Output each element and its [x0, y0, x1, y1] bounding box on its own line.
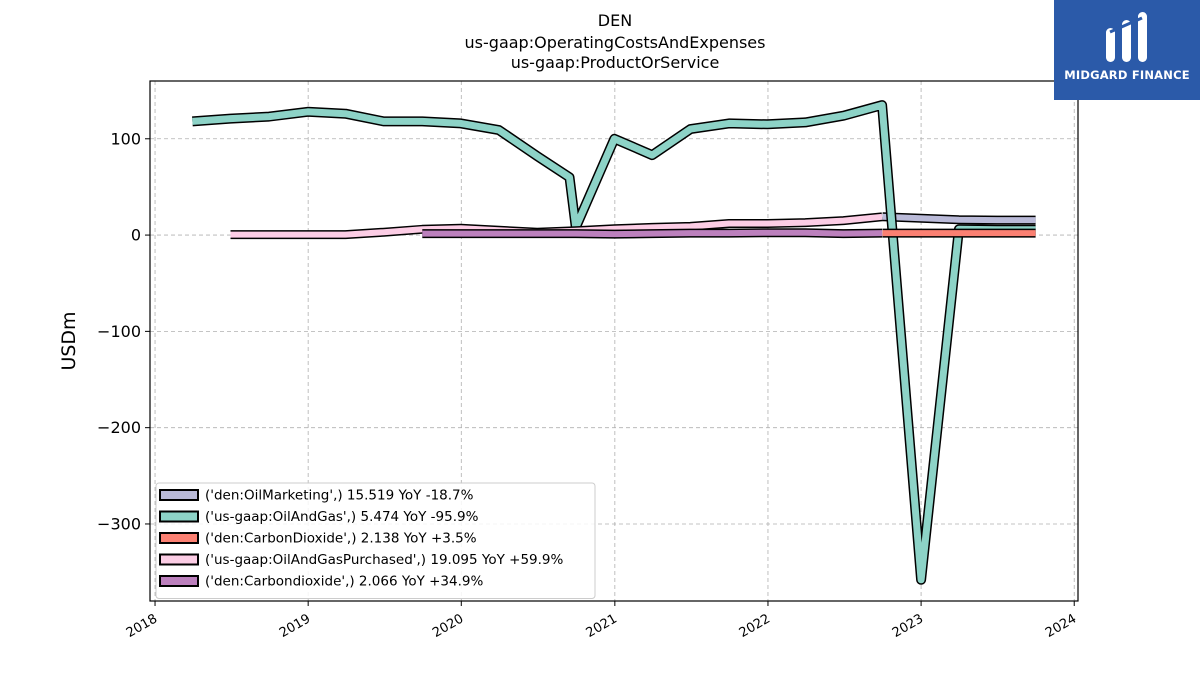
x-tick-label: 2018 [124, 611, 160, 641]
legend-entry: ('den:OilMarketing',) 15.519 YoY -18.7% [159, 488, 474, 504]
series-4 [422, 228, 883, 239]
plot-series [192, 100, 1036, 585]
brand-logo-text: MIDGARD FINANCE [1064, 68, 1190, 82]
series-line [422, 229, 883, 238]
y-tick-label: −200 [97, 418, 141, 437]
x-tick-label: 2023 [890, 611, 926, 641]
y-tick-label: 0 [131, 226, 141, 245]
series-1 [192, 100, 1036, 585]
legend-entry: ('us-gaap:OilAndGas',) 5.474 YoY -95.9% [159, 509, 479, 525]
plot-area-frame [149, 80, 1079, 602]
brand-logo: MIDGARD FINANCE [1054, 0, 1200, 100]
legend-swatch [159, 532, 199, 544]
legend-label: ('den:OilMarketing',) 15.519 YoY -18.7% [205, 488, 474, 504]
legend-label: ('us-gaap:OilAndGas',) 5.474 YoY -95.9% [205, 509, 479, 525]
y-tick-label: −100 [97, 322, 141, 341]
legend-box [155, 482, 596, 599]
legend-swatch [159, 510, 199, 523]
legend-swatch [159, 489, 199, 501]
legend-swatch [159, 553, 199, 566]
legend-entry: ('den:CarbonDioxide',) 2.138 YoY +3.5% [159, 531, 477, 547]
x-tick-label: 2024 [1043, 611, 1079, 641]
legend-swatch [159, 575, 199, 587]
legend-label: ('us-gaap:OilAndGasPurchased',) 19.095 Y… [205, 552, 564, 568]
chart-title-line-2: us-gaap:OperatingCostsAndExpenses [465, 33, 766, 52]
series-line [882, 213, 1036, 224]
chart-title: DEN us-gaap:OperatingCostsAndExpenses us… [465, 11, 766, 72]
series-line [192, 101, 1036, 584]
y-tick-label: 100 [110, 129, 141, 148]
legend-entry: ('den:Carbondioxide',) 2.066 YoY +34.9% [159, 574, 483, 590]
legend-entry: ('us-gaap:OilAndGasPurchased',) 19.095 Y… [159, 552, 564, 568]
legend-label: ('den:CarbonDioxide',) 2.138 YoY +3.5% [205, 531, 477, 547]
chart-title-line-3: us-gaap:ProductOrService [511, 53, 720, 72]
y-tick-label: −300 [97, 514, 141, 533]
x-tick-label: 2022 [737, 611, 773, 641]
x-tick-label: 2019 [277, 611, 313, 641]
y-axis-label: USDm [58, 311, 80, 370]
x-axis: 2018 2019 2020 2021 2022 2023 2024 [124, 601, 1079, 641]
midgard-logo-icon [1106, 12, 1147, 62]
series-0 [882, 212, 1036, 225]
x-tick-label: 2020 [430, 611, 466, 641]
x-tick-label: 2021 [584, 611, 620, 641]
y-axis: 100 0 −100 −200 −300 [97, 129, 150, 533]
legend: ('den:OilMarketing',) 15.519 YoY -18.7% (… [155, 482, 596, 599]
chart-title-line-1: DEN [598, 11, 632, 30]
legend-label: ('den:Carbondioxide',) 2.066 YoY +34.9% [205, 574, 483, 590]
